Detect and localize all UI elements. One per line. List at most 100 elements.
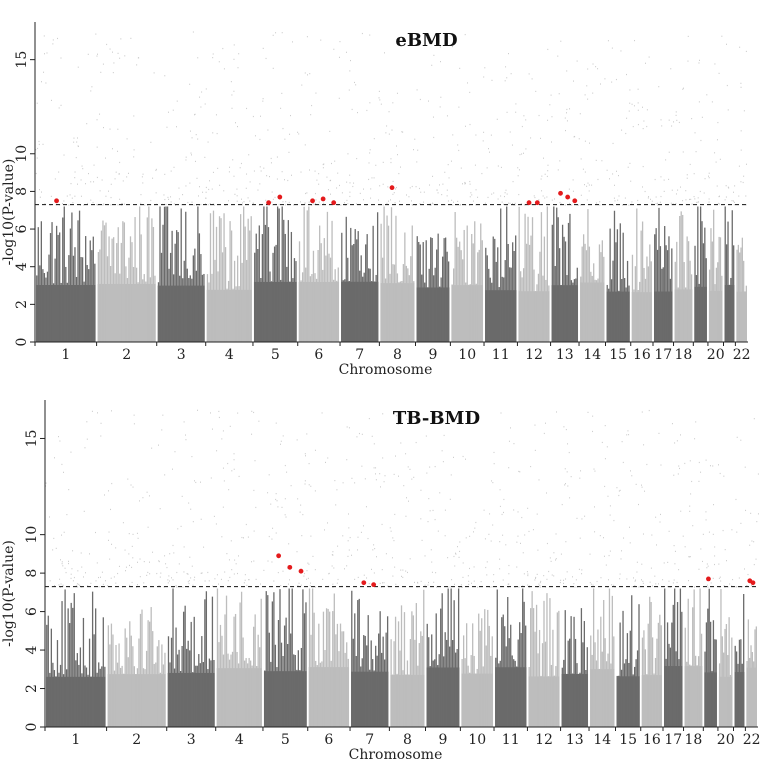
snp-point	[581, 573, 583, 575]
snp-point	[308, 201, 310, 203]
snp-point	[520, 203, 522, 205]
significant-hit	[572, 198, 578, 204]
snp-point	[522, 552, 524, 554]
snp-point	[310, 114, 312, 116]
chromosome-1-points	[35, 33, 98, 342]
snp-point	[694, 438, 696, 440]
snp-point	[448, 177, 450, 179]
snp-point	[564, 484, 566, 486]
snp-point	[336, 187, 338, 189]
snp-point	[212, 53, 214, 55]
snp-point	[396, 186, 397, 189]
snp-point	[71, 568, 73, 570]
snp-point	[670, 586, 672, 588]
snp-point	[477, 196, 479, 198]
snp-point	[391, 557, 393, 559]
snp-point	[592, 92, 594, 94]
snp-point	[61, 463, 63, 466]
snp-point	[450, 474, 452, 476]
snp-point	[72, 580, 74, 582]
snp-point	[62, 202, 64, 205]
snp-point	[105, 580, 107, 582]
snp-point	[489, 586, 491, 588]
snp-point	[409, 187, 411, 189]
snp-point	[96, 176, 98, 179]
snp-point	[52, 39, 54, 41]
snp-point	[246, 107, 248, 110]
snp-point	[405, 515, 407, 517]
snp-point	[609, 514, 611, 516]
snp-point	[318, 201, 320, 203]
snp-point	[168, 198, 170, 200]
snp-point	[432, 509, 434, 512]
snp-point	[742, 586, 744, 588]
snp-point	[271, 538, 273, 540]
snp-point	[133, 414, 135, 416]
snp-point	[389, 527, 391, 529]
snp-point	[439, 492, 441, 494]
snp-point	[527, 574, 529, 577]
snp-point	[718, 72, 720, 74]
snp-point	[379, 473, 381, 475]
snp-point	[144, 586, 146, 588]
snp-point	[58, 436, 59, 438]
snp-point	[329, 180, 331, 182]
snp-point	[115, 582, 117, 584]
snp-point	[411, 200, 412, 202]
snp-point	[586, 199, 588, 201]
snp-point	[260, 115, 261, 117]
snp-point	[502, 534, 504, 536]
snp-point	[446, 195, 448, 197]
snp-point	[628, 204, 630, 206]
snp-point	[355, 203, 357, 205]
snp-point	[284, 179, 285, 181]
snp-point	[471, 194, 473, 196]
snp-point	[39, 189, 40, 191]
snp-point	[628, 110, 630, 112]
snp-point	[346, 181, 348, 183]
snp-point	[660, 176, 662, 178]
snp-point	[193, 579, 195, 581]
snp-point	[282, 127, 284, 130]
snp-point	[743, 110, 745, 112]
snp-point	[724, 549, 726, 551]
snp-point	[697, 197, 699, 199]
snp-point	[107, 585, 109, 587]
snp-point	[276, 178, 278, 180]
chromosome-20-points	[718, 464, 734, 727]
snp-point	[86, 438, 88, 440]
snp-point	[700, 139, 702, 142]
snp-point	[616, 170, 617, 172]
snp-point	[420, 580, 422, 582]
chromosome-15-dense-body	[616, 676, 640, 727]
snp-point	[473, 566, 475, 568]
snp-point	[429, 466, 431, 468]
snp-point	[347, 203, 349, 205]
snp-point	[110, 196, 112, 199]
snp-point	[117, 128, 119, 130]
snp-point	[338, 56, 340, 58]
snp-point	[83, 510, 85, 512]
snp-point	[390, 199, 392, 201]
chromosome-label: 9	[428, 347, 437, 363]
snp-point	[207, 141, 209, 143]
snp-point	[702, 560, 703, 563]
snp-point	[284, 138, 286, 140]
snp-point	[248, 579, 250, 581]
snp-point	[112, 72, 114, 74]
snp-point	[421, 539, 423, 542]
snp-point	[574, 586, 576, 588]
snp-point	[660, 195, 662, 198]
snp-point	[178, 563, 180, 565]
snp-point	[516, 566, 518, 568]
snp-point	[202, 191, 204, 193]
snp-point	[459, 204, 461, 206]
snp-point	[246, 584, 248, 587]
snp-point	[177, 528, 179, 530]
snp-point	[194, 160, 196, 163]
snp-point	[493, 574, 495, 576]
snp-point	[699, 190, 701, 193]
snp-point	[505, 189, 507, 191]
chromosome-8-points	[379, 52, 417, 342]
snp-point	[100, 576, 101, 578]
